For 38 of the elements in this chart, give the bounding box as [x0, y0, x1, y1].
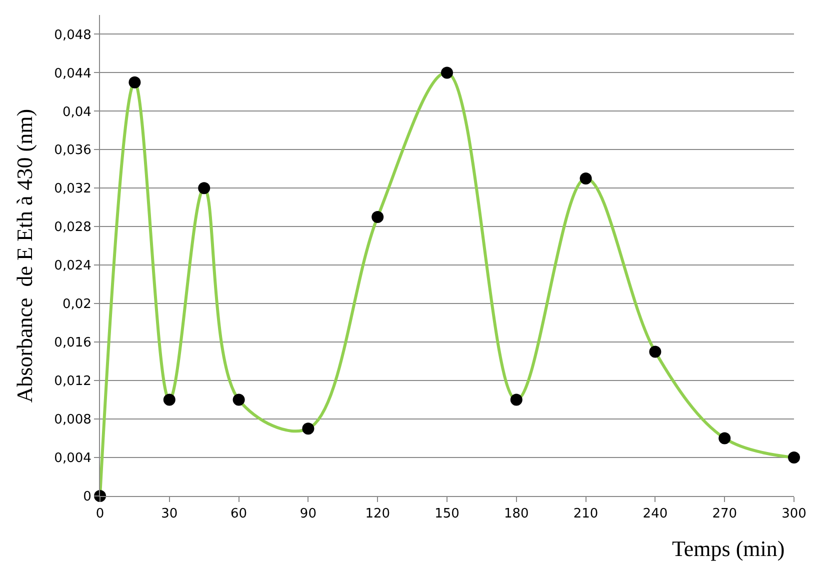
y-axis-title: Absorbance de E Eth à 430 (nm) — [12, 108, 37, 403]
x-tick-label: 150 — [434, 506, 460, 522]
y-tick-label: 0,016 — [54, 336, 92, 351]
y-tick-label: 0,044 — [54, 66, 92, 82]
x-tick-label: 0 — [96, 506, 104, 522]
x-tick-label: 90 — [300, 506, 316, 522]
point — [372, 211, 384, 224]
point — [510, 394, 522, 406]
y-tick-label: 0,008 — [54, 412, 92, 428]
y-tick-label: 0,032 — [54, 182, 92, 197]
x-tick-label: 240 — [642, 506, 668, 522]
point — [302, 422, 314, 435]
point — [649, 346, 662, 358]
y-tick-label: 0,036 — [54, 143, 92, 158]
y-tick-label: 0 — [83, 490, 92, 505]
point — [441, 66, 453, 79]
y-tick-label: 0,012 — [54, 374, 92, 390]
x-tick-label: 270 — [712, 506, 738, 522]
x-tick-label: 300 — [782, 506, 806, 522]
point — [163, 394, 176, 406]
x-tick-label: 180 — [504, 506, 529, 522]
x-axis-title: Temps (min) — [672, 536, 785, 561]
y-tick-label: 0,02 — [62, 297, 92, 312]
point — [718, 432, 731, 444]
y-tick-label: 0,024 — [54, 258, 92, 274]
point — [128, 76, 141, 88]
y-tick-label: 0,004 — [54, 451, 92, 466]
x-tick-label: 60 — [230, 506, 248, 522]
x-tick-label: 210 — [573, 506, 598, 522]
x-tick-label: 30 — [161, 506, 178, 522]
point — [232, 394, 245, 406]
x-tick-label: 120 — [365, 506, 390, 522]
y-tick-label: 0,028 — [54, 220, 92, 236]
y-tick-label: 0,048 — [54, 28, 92, 43]
point — [788, 452, 800, 464]
point — [580, 172, 592, 185]
point — [198, 182, 210, 194]
y-tick-label: 0,04 — [62, 104, 92, 120]
